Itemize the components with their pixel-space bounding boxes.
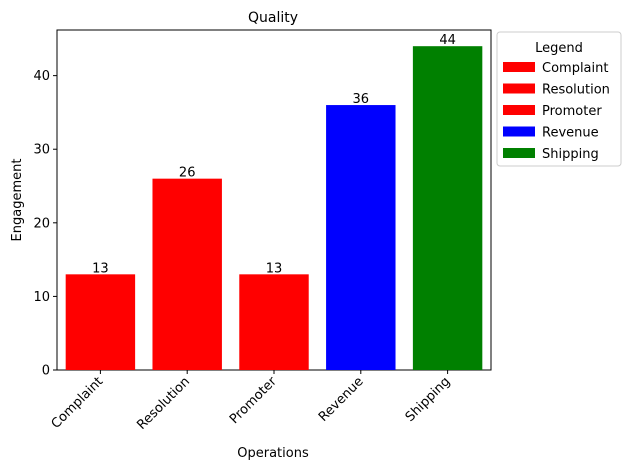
y-tick-label: 0 xyxy=(42,364,50,379)
bar-value-label-revenue: 36 xyxy=(353,92,370,107)
legend-label-resolution: Resolution xyxy=(542,83,610,98)
legend-label-promoter: Promoter xyxy=(542,104,602,119)
y-tick-label: 10 xyxy=(33,290,50,305)
bar-complaint xyxy=(65,274,136,370)
x-tick-label-complaint: Complaint xyxy=(49,374,107,432)
legend-entries: Complaint Resolution Promoter Revenue Shippi… xyxy=(503,61,610,162)
legend-swatch-promoter xyxy=(503,105,535,115)
bar-labels-group: 13 26 13 36 44 xyxy=(92,33,456,276)
legend-swatch-complaint xyxy=(503,62,535,72)
y-tick-label: 40 xyxy=(33,69,50,84)
chart-title: Quality xyxy=(248,10,298,26)
bar-promoter xyxy=(239,274,309,370)
legend-swatch-shipping xyxy=(503,148,535,158)
x-tick-label-resolution: Resolution xyxy=(134,374,193,433)
bar-value-label-complaint: 13 xyxy=(92,261,109,276)
bar-value-label-shipping: 44 xyxy=(439,33,456,48)
x-axis-label: Operations xyxy=(237,446,309,461)
x-tick-label-shipping: Shipping xyxy=(403,374,454,425)
legend-label-shipping: Shipping xyxy=(542,147,599,162)
legend-label-complaint: Complaint xyxy=(542,61,608,76)
bar-resolution xyxy=(152,178,222,370)
bar-shipping xyxy=(412,46,483,370)
y-tick-label: 20 xyxy=(33,216,50,231)
y-axis: 0 10 20 30 40 xyxy=(33,69,57,379)
bar-revenue xyxy=(326,105,396,370)
bar-value-label-promoter: 13 xyxy=(266,261,283,276)
y-tick-label: 30 xyxy=(33,143,50,158)
bar-value-label-resolution: 26 xyxy=(179,166,196,181)
x-tick-label-revenue: Revenue xyxy=(316,374,367,425)
x-tick-label-promoter: Promoter xyxy=(227,374,280,427)
legend: Legend Complaint Resolution Promoter Revenu… xyxy=(496,31,622,167)
legend-label-revenue: Revenue xyxy=(542,126,599,141)
legend-swatch-resolution xyxy=(503,83,535,94)
plot-area: 13 26 13 36 44 0 10 20 30 40 Complaint Resolution… xyxy=(33,29,492,433)
x-axis: Complaint Resolution Promoter Revenue Shippi… xyxy=(49,370,454,433)
y-axis-label: Engagement xyxy=(10,159,25,242)
legend-title: Legend xyxy=(535,41,583,56)
legend-swatch-revenue xyxy=(503,126,535,137)
bars-group xyxy=(65,46,483,370)
